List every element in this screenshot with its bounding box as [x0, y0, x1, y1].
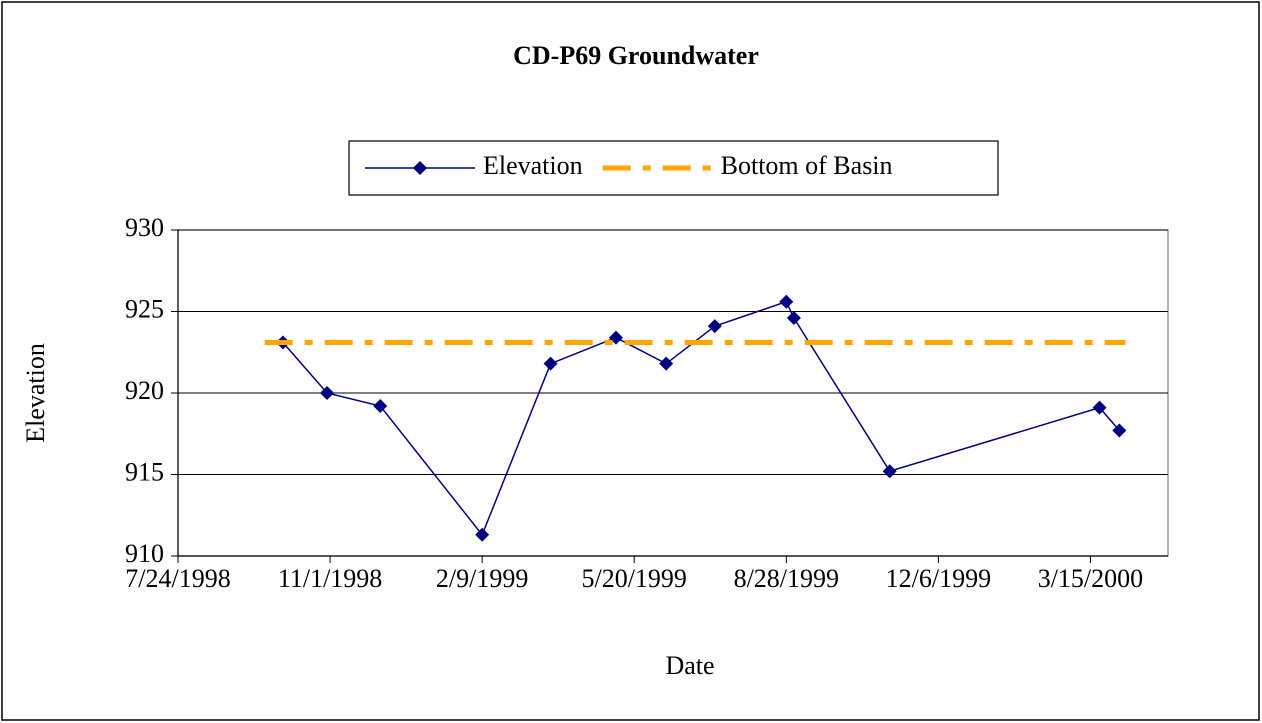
- x-tick-label: 12/6/1999: [886, 564, 991, 593]
- marker: [543, 356, 558, 371]
- x-tick-label: 5/20/1999: [581, 564, 686, 593]
- y-axis-label: Elevation: [21, 343, 50, 443]
- marker: [779, 294, 794, 309]
- x-tick-label: 3/15/2000: [1038, 564, 1143, 593]
- x-tick-label: 7/24/1998: [125, 564, 230, 593]
- x-tick-label: 11/1/1998: [278, 564, 382, 593]
- marker: [659, 356, 674, 371]
- y-tick-label: 925: [125, 294, 164, 323]
- marker: [1112, 423, 1127, 438]
- marker: [373, 399, 388, 414]
- marker: [786, 311, 801, 326]
- legend-marker: [413, 161, 427, 175]
- marker: [320, 386, 335, 400]
- x-axis-label: Date: [665, 651, 714, 680]
- y-tick-label: 920: [125, 376, 164, 405]
- legend-label: Elevation: [483, 151, 583, 180]
- x-tick-label: 2/9/1999: [436, 564, 528, 593]
- chart-title: CD-P69 Groundwater: [513, 41, 759, 70]
- marker: [1092, 400, 1107, 415]
- y-tick-label: 930: [125, 213, 164, 242]
- y-tick-label: 910: [125, 539, 164, 568]
- marker: [882, 464, 897, 479]
- marker: [475, 527, 490, 542]
- y-tick-label: 915: [125, 457, 164, 486]
- x-tick-label: 8/28/1999: [734, 564, 839, 593]
- legend-label: Bottom of Basin: [721, 151, 893, 180]
- marker: [707, 319, 722, 334]
